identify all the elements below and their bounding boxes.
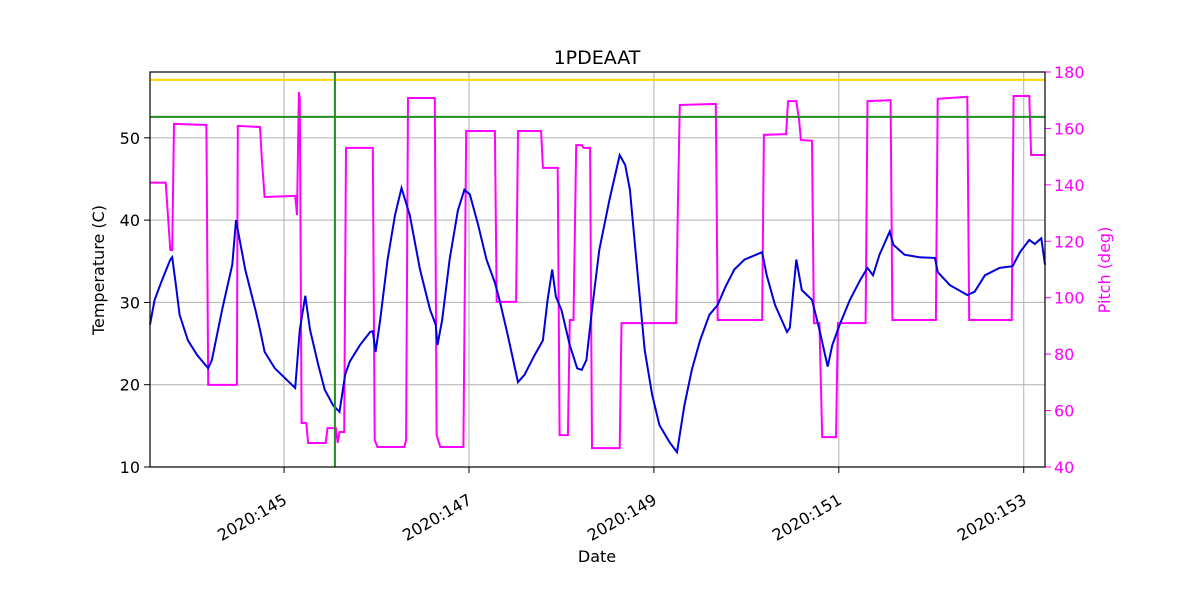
x-tick-label: 2020:147: [399, 490, 475, 545]
y2-tick-label: 40: [1054, 458, 1074, 477]
x-axis-label: Date: [578, 547, 616, 566]
y2-tick-label: 60: [1054, 402, 1074, 421]
y-tick-label: 40: [120, 211, 140, 230]
y-axis-label: Temperature (C): [89, 205, 108, 336]
x-tick-label: 2020:145: [214, 490, 290, 545]
y2-tick-label: 180: [1054, 63, 1085, 82]
y2-axis-label: Pitch (deg): [1095, 227, 1114, 314]
data-line: [149, 152, 1046, 455]
y-tick-label: 10: [120, 458, 140, 477]
data-line: [150, 91, 1045, 450]
y-tick-label: 20: [120, 376, 140, 395]
y2-tick-label: 160: [1054, 119, 1085, 138]
y2-tick-label: 140: [1054, 176, 1085, 195]
y-tick-label: 50: [120, 129, 140, 148]
x-tick-label: 2020:149: [584, 490, 660, 545]
y-tick-label: 30: [120, 293, 140, 312]
plot-frame: [149, 71, 1046, 468]
x-tick-label: 2020:151: [769, 490, 845, 545]
y2-tick-label: 80: [1054, 345, 1074, 364]
y2-tick-label: 120: [1054, 232, 1085, 251]
chart-title: 1PDEAAT: [554, 47, 641, 69]
y2-tick-label: 100: [1054, 289, 1085, 308]
x-tick-label: 2020:153: [954, 490, 1030, 545]
